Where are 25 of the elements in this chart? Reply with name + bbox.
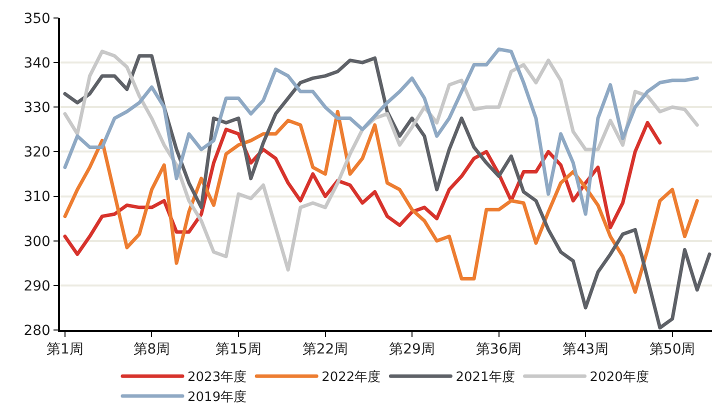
y-tick-label: 340 <box>24 55 50 72</box>
x-tick-label: 第36周 <box>476 342 522 358</box>
line-series <box>63 50 699 272</box>
y-tick-label: 280 <box>24 322 50 339</box>
x-tick-label: 第50周 <box>649 342 696 358</box>
y-tick-label: 290 <box>24 278 50 294</box>
y-tick-label: 350 <box>24 10 50 27</box>
legend-label: 2022年度 <box>322 369 381 386</box>
x-tick-label: 第43周 <box>562 342 608 358</box>
x-tick-label: 第22周 <box>302 342 348 358</box>
legend-label: 2021年度 <box>456 369 515 386</box>
line-series <box>63 110 699 294</box>
legend-label: 2019年度 <box>188 389 247 406</box>
x-tick-label: 第8周 <box>133 342 170 358</box>
y-tick-label: 310 <box>24 189 50 206</box>
line-series <box>63 47 699 216</box>
y-tick-label: 320 <box>24 144 50 161</box>
x-tick-label: 第15周 <box>216 342 262 358</box>
x-tick-label: 第1周 <box>46 342 84 358</box>
y-tick-label: 300 <box>24 234 50 250</box>
line-series <box>63 54 712 330</box>
legend-label: 2023年度 <box>188 369 247 386</box>
legend-label: 2020年度 <box>590 369 649 386</box>
y-tick-label: 330 <box>24 100 50 116</box>
x-tick-label: 第29周 <box>389 342 435 358</box>
